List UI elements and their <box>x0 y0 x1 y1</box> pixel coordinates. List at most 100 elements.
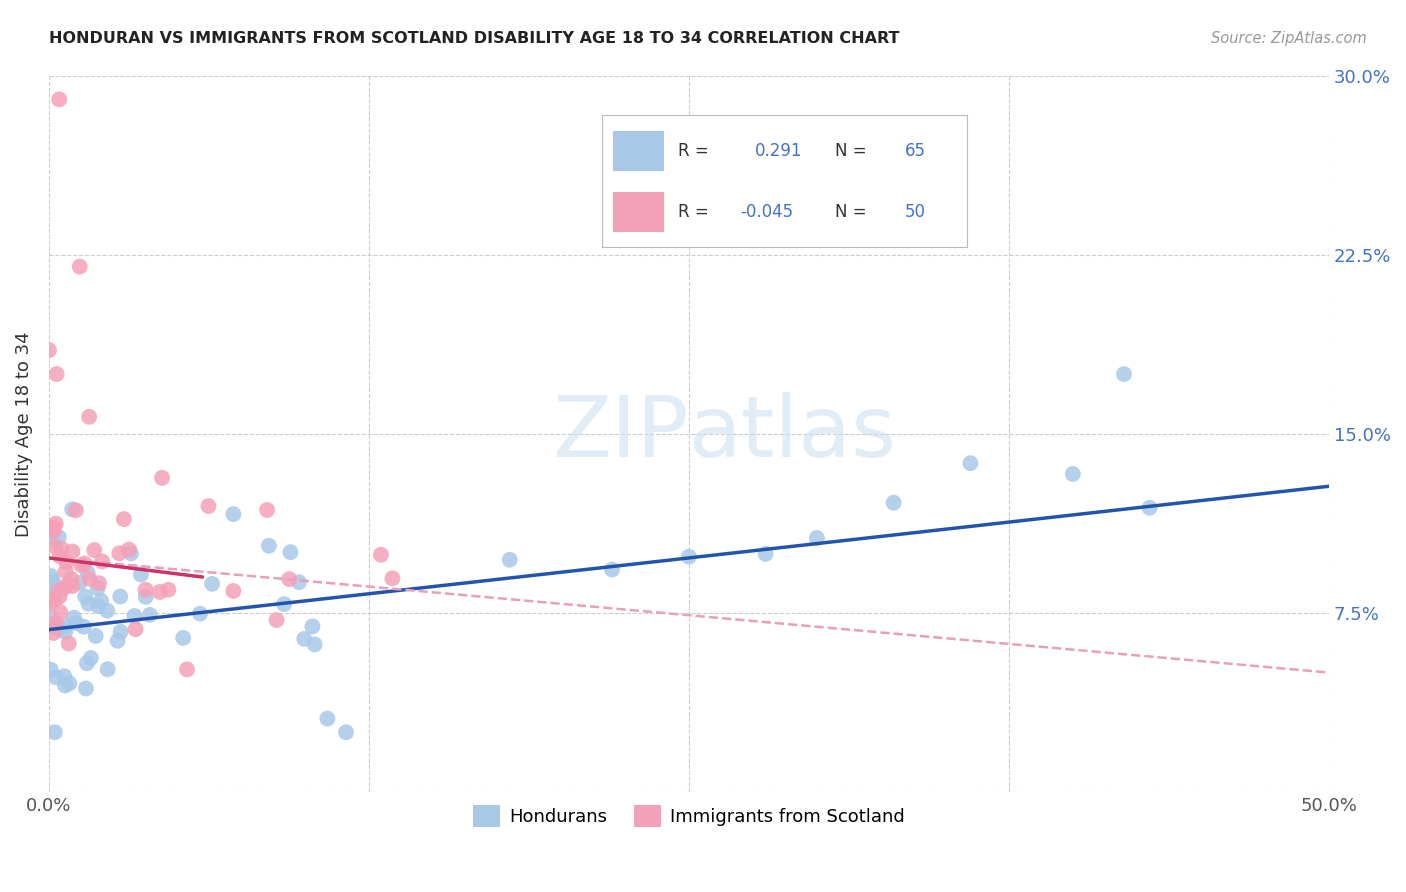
Point <box>58 636 80 650</box>
Text: HONDURAN VS IMMIGRANTS FROM SCOTLAND DISABILITY AGE 18 TO 34 CORRELATION CHART: HONDURAN VS IMMIGRANTS FROM SCOTLAND DIS… <box>49 31 900 46</box>
Point <box>41 610 63 624</box>
Point <box>96 604 118 618</box>
Point <box>73 557 96 571</box>
Point <box>44 540 66 554</box>
Point <box>62 544 84 558</box>
Point <box>45 621 67 635</box>
Point <box>77 597 100 611</box>
Point <box>370 548 392 562</box>
Point <box>42 574 65 588</box>
Point <box>112 512 135 526</box>
Point <box>42 626 65 640</box>
Point <box>58 676 80 690</box>
Point <box>108 546 131 560</box>
Point <box>273 597 295 611</box>
Point <box>53 679 76 693</box>
Point <box>87 576 110 591</box>
Point <box>73 620 96 634</box>
Point <box>60 572 83 586</box>
Point <box>499 552 522 566</box>
Point <box>41 533 63 547</box>
Point <box>1062 467 1084 481</box>
Point <box>62 579 84 593</box>
Point <box>381 571 404 585</box>
Point <box>65 615 87 630</box>
Point <box>49 605 72 619</box>
Point <box>45 516 67 531</box>
Point <box>76 566 98 580</box>
Point <box>45 615 67 630</box>
Point <box>75 681 97 696</box>
Point <box>46 583 69 598</box>
Point <box>959 456 981 470</box>
Point <box>48 530 70 544</box>
Point <box>304 637 326 651</box>
Point <box>278 572 301 586</box>
Point <box>44 592 66 607</box>
Point <box>45 670 67 684</box>
Point <box>76 657 98 671</box>
Point <box>79 572 101 586</box>
Point <box>316 712 339 726</box>
Point <box>42 521 65 535</box>
Point <box>38 343 60 358</box>
Point <box>42 524 65 539</box>
Point <box>222 507 245 521</box>
Point <box>1139 500 1161 515</box>
Point <box>39 663 62 677</box>
Text: Source: ZipAtlas.com: Source: ZipAtlas.com <box>1211 31 1367 46</box>
Point <box>53 624 76 639</box>
Point <box>56 578 79 592</box>
Point <box>1112 367 1135 381</box>
Point <box>883 496 905 510</box>
Point <box>197 499 219 513</box>
Point <box>60 502 83 516</box>
Point <box>335 725 357 739</box>
Text: ZIP: ZIP <box>553 392 689 475</box>
Point <box>63 610 86 624</box>
Point <box>77 409 100 424</box>
Point <box>87 599 110 613</box>
Point <box>84 629 107 643</box>
Point <box>39 597 62 611</box>
Point <box>157 582 180 597</box>
Point <box>39 618 62 632</box>
Point <box>97 662 120 676</box>
Point <box>124 609 146 624</box>
Point <box>53 669 76 683</box>
Point <box>51 541 73 556</box>
Point <box>755 547 778 561</box>
Point <box>48 583 70 598</box>
Point <box>292 632 315 646</box>
Point <box>65 503 87 517</box>
Point <box>49 549 72 564</box>
Point <box>41 592 63 607</box>
Point <box>91 554 114 568</box>
Point <box>288 575 311 590</box>
Point <box>176 662 198 676</box>
Point <box>124 622 146 636</box>
Point <box>256 503 278 517</box>
Point <box>266 613 288 627</box>
Point <box>45 367 67 381</box>
Point <box>44 725 66 739</box>
Point <box>107 633 129 648</box>
Point <box>201 577 224 591</box>
Point <box>222 584 245 599</box>
Point <box>55 555 77 569</box>
Point <box>149 585 172 599</box>
Point <box>48 92 70 106</box>
Point <box>118 542 141 557</box>
Point <box>150 471 173 485</box>
Point <box>120 546 142 560</box>
Point <box>48 622 70 636</box>
Point <box>55 564 77 578</box>
Point <box>257 539 280 553</box>
Text: atlas: atlas <box>689 392 897 475</box>
Point <box>70 558 93 573</box>
Point <box>129 567 152 582</box>
Point <box>280 545 302 559</box>
Point <box>48 590 70 604</box>
Point <box>172 631 194 645</box>
Point <box>139 607 162 622</box>
